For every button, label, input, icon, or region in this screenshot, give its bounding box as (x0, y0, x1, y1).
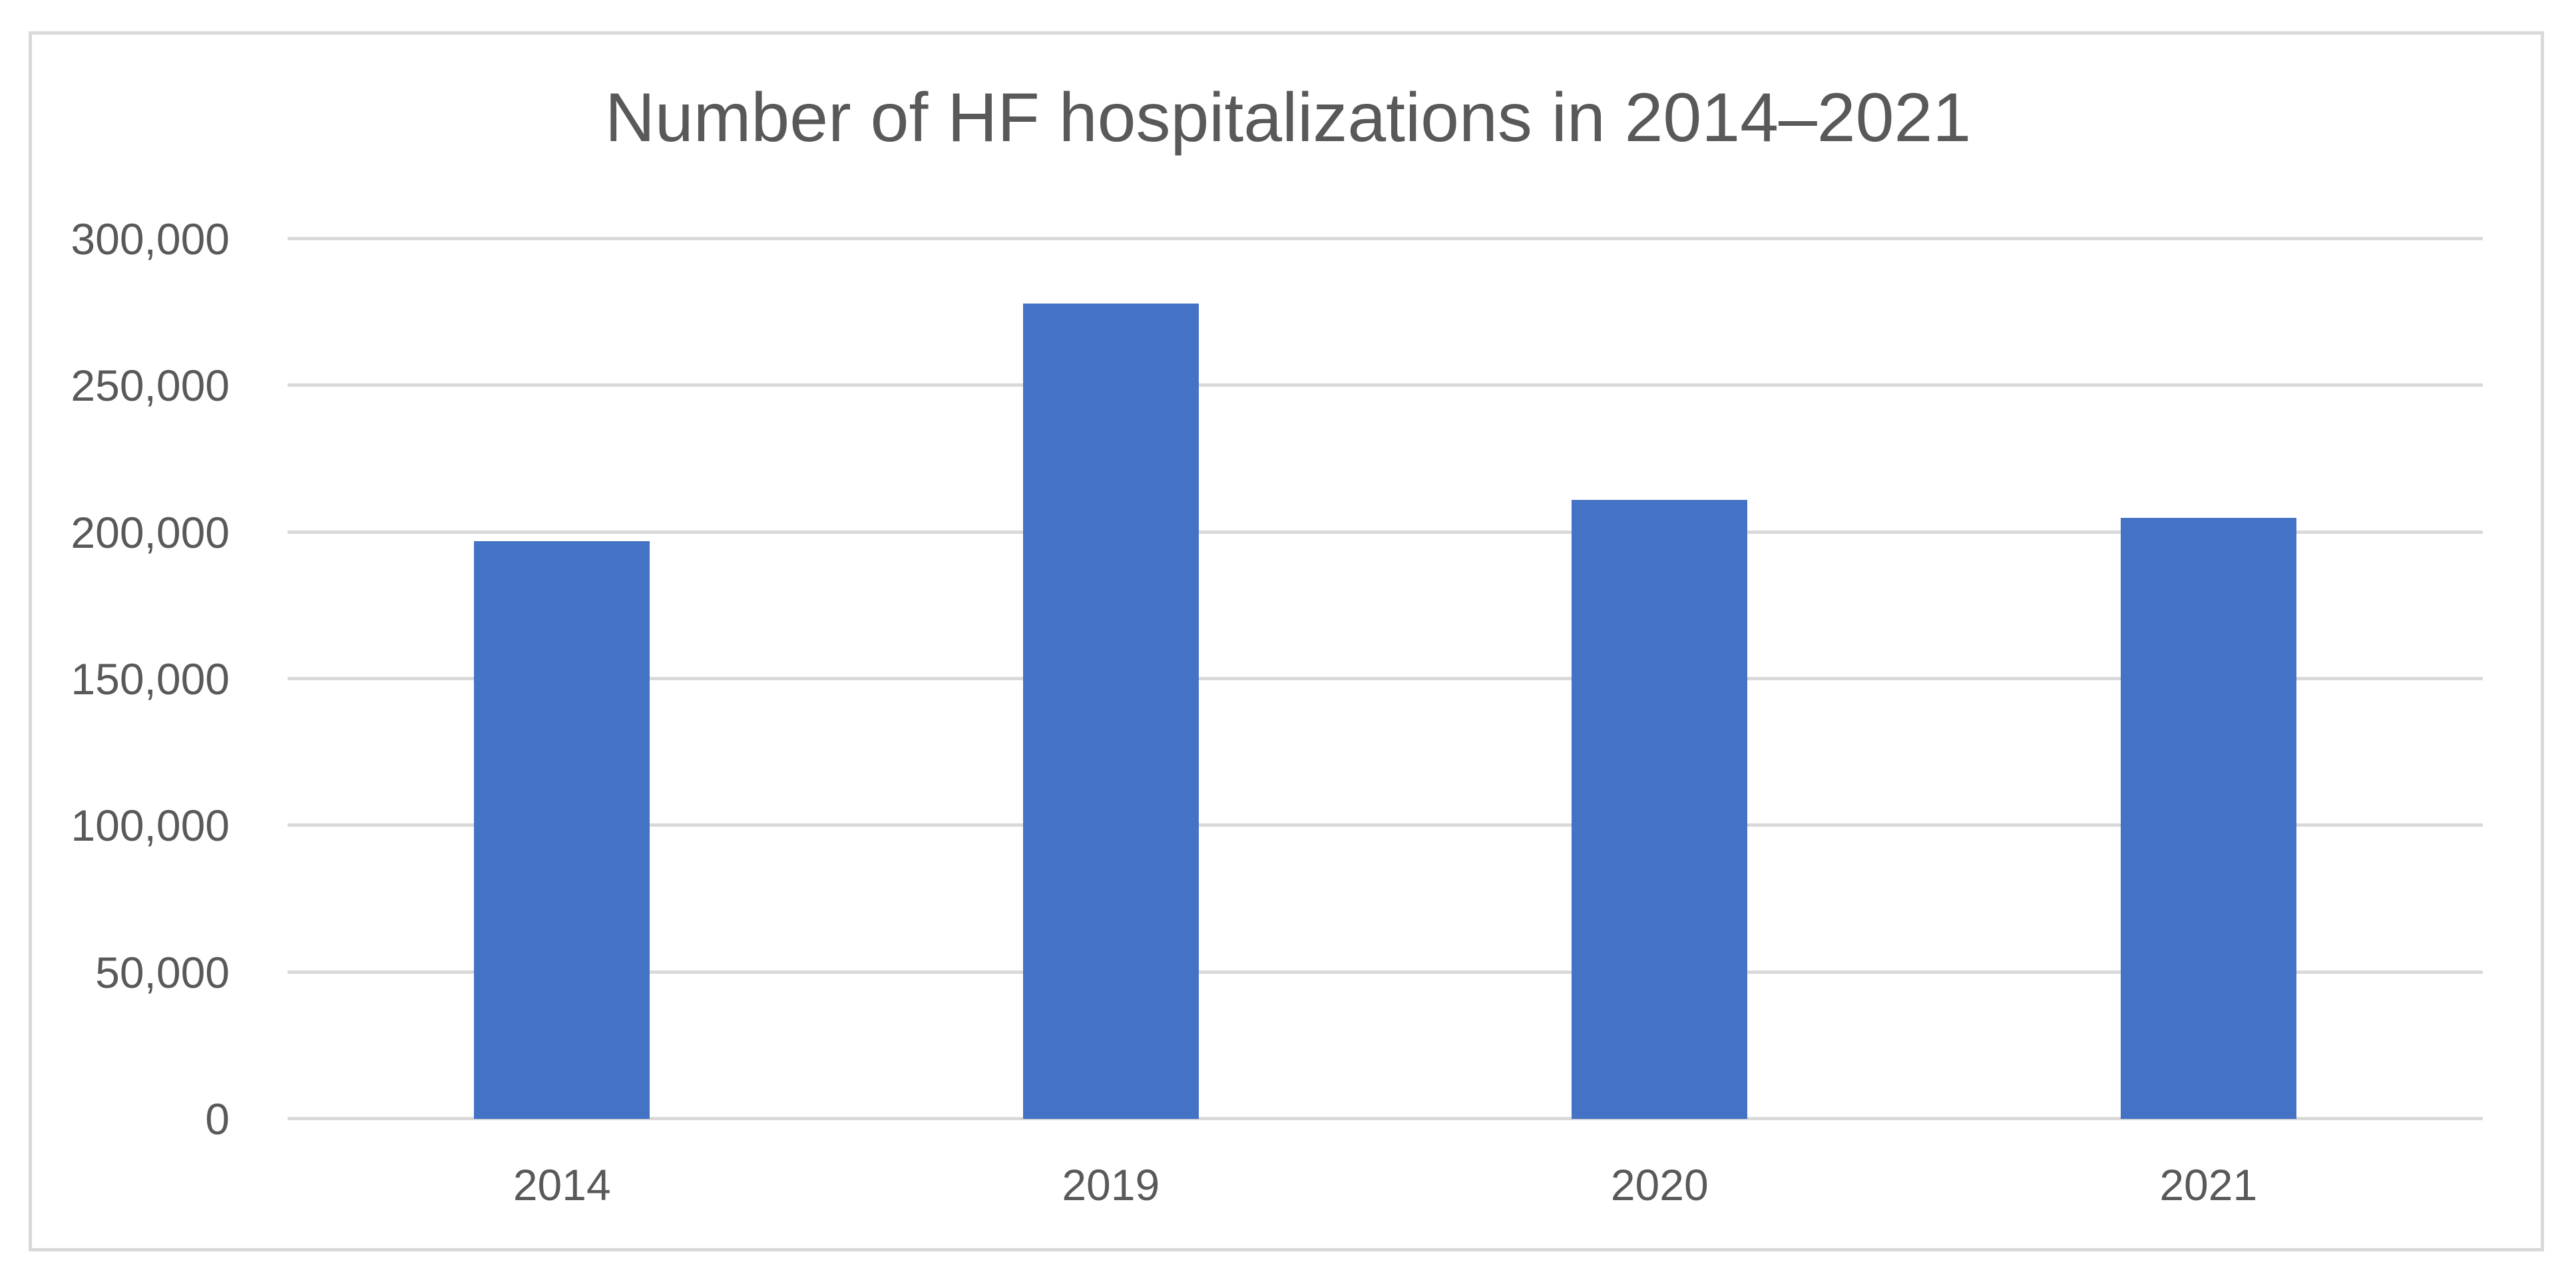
x-tick-label: 2020 (1610, 1160, 1709, 1209)
plot-area: 0 50,000 100,000 150,000 200,000 250,000 300,0… (71, 217, 2483, 1207)
gridline (288, 970, 2483, 974)
bar-2014 (474, 540, 650, 1119)
bar-2019 (1022, 303, 1199, 1119)
gridline (288, 823, 2483, 827)
x-tick-label: 2019 (1062, 1160, 1160, 1209)
y-tick-label: 100,000 (71, 801, 230, 851)
gridline (288, 677, 2483, 680)
bar-2021 (2120, 517, 2296, 1119)
gridline (288, 530, 2483, 534)
gridline (288, 383, 2483, 387)
y-tick-label: 0 (205, 1094, 230, 1144)
y-tick-label: 250,000 (71, 361, 230, 411)
gridline (288, 237, 2483, 240)
bar-2020 (1572, 500, 1748, 1119)
y-tick-label: 150,000 (71, 654, 230, 704)
y-tick-label: 200,000 (71, 507, 230, 557)
x-tick-label: 2021 (2159, 1160, 2258, 1209)
y-tick-label: 300,000 (71, 214, 230, 264)
x-tick-label: 2014 (513, 1160, 611, 1209)
chart-title: Number of HF hospitalizations in 2014–20… (604, 79, 1972, 156)
x-axis-line (288, 1117, 2483, 1120)
y-tick-label: 50,000 (95, 947, 230, 997)
